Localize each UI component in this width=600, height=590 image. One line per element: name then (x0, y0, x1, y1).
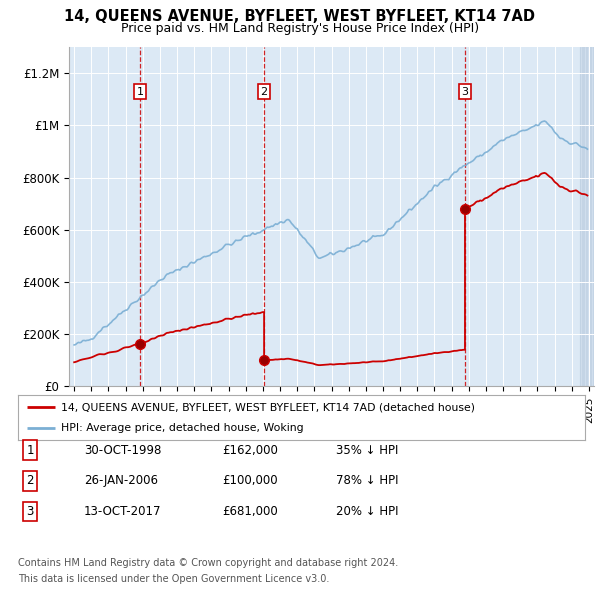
Text: £100,000: £100,000 (222, 474, 278, 487)
Text: 78% ↓ HPI: 78% ↓ HPI (336, 474, 398, 487)
Text: 14, QUEENS AVENUE, BYFLEET, WEST BYFLEET, KT14 7AD (detached house): 14, QUEENS AVENUE, BYFLEET, WEST BYFLEET… (61, 402, 475, 412)
Text: 14, QUEENS AVENUE, BYFLEET, WEST BYFLEET, KT14 7AD: 14, QUEENS AVENUE, BYFLEET, WEST BYFLEET… (65, 9, 536, 24)
Text: 3: 3 (461, 87, 469, 97)
Text: 2: 2 (26, 474, 34, 487)
Text: 1: 1 (26, 444, 34, 457)
Text: 26-JAN-2006: 26-JAN-2006 (84, 474, 158, 487)
Text: 20% ↓ HPI: 20% ↓ HPI (336, 505, 398, 518)
Text: £681,000: £681,000 (222, 505, 278, 518)
Text: 35% ↓ HPI: 35% ↓ HPI (336, 444, 398, 457)
Text: HPI: Average price, detached house, Woking: HPI: Average price, detached house, Woki… (61, 422, 303, 432)
Text: 2: 2 (260, 87, 268, 97)
Text: 13-OCT-2017: 13-OCT-2017 (84, 505, 161, 518)
Text: Price paid vs. HM Land Registry's House Price Index (HPI): Price paid vs. HM Land Registry's House … (121, 22, 479, 35)
Bar (580, 47, 594, 386)
Text: This data is licensed under the Open Government Licence v3.0.: This data is licensed under the Open Gov… (18, 574, 329, 584)
Text: 30-OCT-1998: 30-OCT-1998 (84, 444, 161, 457)
Text: Contains HM Land Registry data © Crown copyright and database right 2024.: Contains HM Land Registry data © Crown c… (18, 558, 398, 568)
Text: 1: 1 (136, 87, 143, 97)
Text: 3: 3 (26, 505, 34, 518)
Text: £162,000: £162,000 (222, 444, 278, 457)
